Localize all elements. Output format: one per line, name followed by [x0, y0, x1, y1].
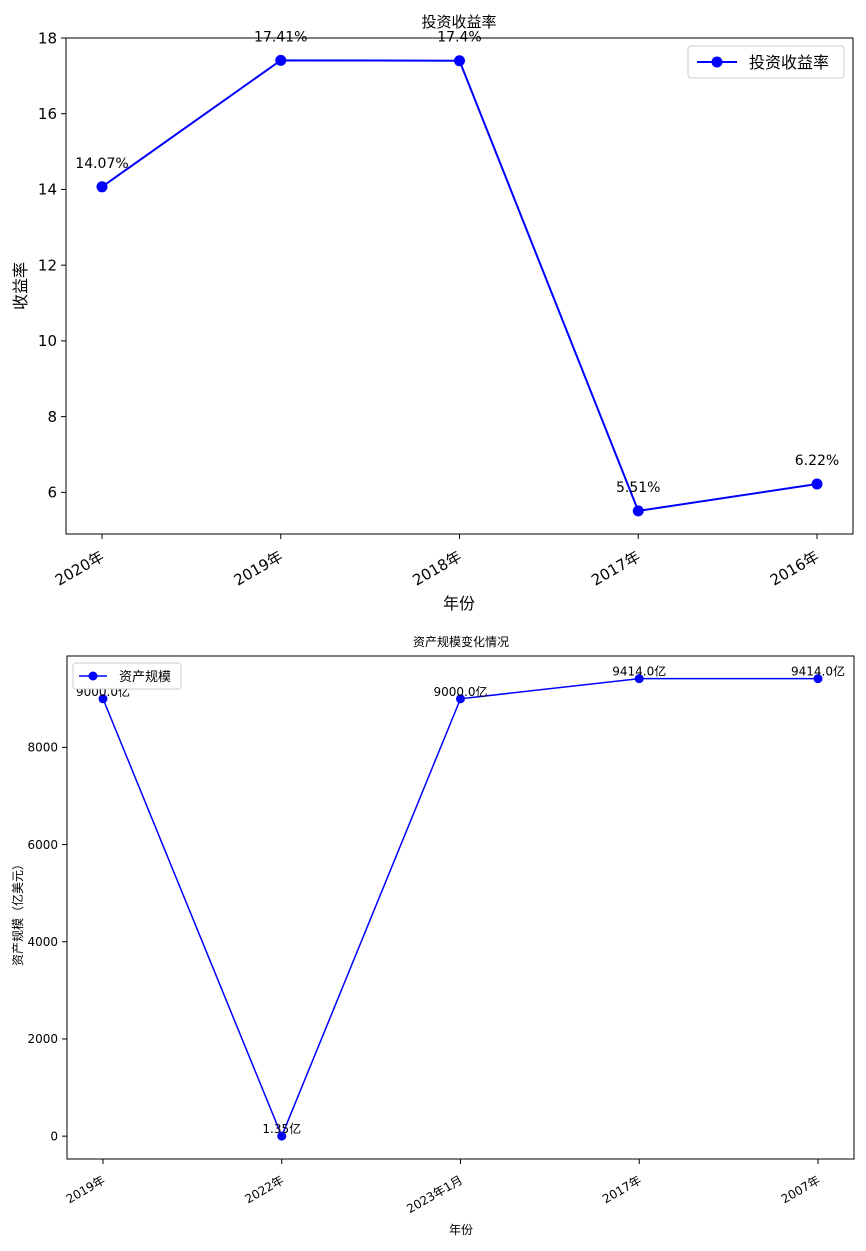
chart-2-legend-label: 资产规模 — [119, 670, 171, 685]
chart-1-data-label: 5.51% — [616, 480, 660, 496]
chart-2-y-tick-label: 4000 — [27, 935, 58, 949]
chart-1-data-point — [275, 54, 287, 66]
chart-1-y-tick-label: 14 — [38, 181, 57, 199]
chart-1-data-label: 17.41% — [254, 29, 307, 45]
chart-1-y-ticks: 6 8 10 12 14 16 18 — [38, 29, 66, 502]
chart-1-x-axis-label: 年份 — [443, 594, 475, 613]
chart-2-y-tick-label: 8000 — [27, 741, 58, 755]
chart-1-data-point — [632, 505, 644, 517]
chart-2-data-label: 1.35亿 — [262, 1121, 301, 1136]
chart-1-data-point — [454, 55, 465, 67]
chart-2-legend: 资产规模 — [72, 662, 182, 690]
chart-1-y-tick-label: 18 — [38, 29, 57, 47]
chart-1-data-labels: 14.07% 17.41% 17.4% 5.51% 6.22% — [75, 29, 839, 496]
chart-1-title: 投资收益率 — [421, 13, 496, 31]
chart-2-y-tick-label: 6000 — [27, 838, 58, 852]
chart-2-data-label: 9414.0亿 — [612, 664, 666, 679]
chart-2-y-tick-label: 0 — [50, 1129, 58, 1143]
chart-2-data-point — [634, 674, 644, 684]
chart-1-legend-label: 投资收益率 — [749, 53, 829, 72]
chart-2-data-point — [98, 694, 108, 704]
chart-2-y-axis-label: 资产规模（亿美元） — [10, 858, 25, 966]
chart-1-y-tick-label: 12 — [38, 256, 57, 274]
chart-2-y-ticks: 0 2000 4000 6000 8000 — [27, 741, 67, 1143]
chart-1-legend-box — [687, 45, 845, 79]
chart-1-y-tick-label: 8 — [47, 408, 57, 426]
chart-1-data-point — [96, 181, 108, 193]
chart-1-data-label: 14.07% — [75, 156, 128, 172]
chart-2-data-point — [277, 1131, 287, 1141]
chart-1-y-tick-label: 16 — [38, 105, 57, 123]
chart-2-y-tick-label: 2000 — [27, 1032, 58, 1046]
chart-2-data-point — [456, 694, 465, 704]
chart-1-data-point — [811, 478, 823, 490]
chart-1-data-label: 17.4% — [437, 30, 481, 46]
chart-2-data-label: 9000.0亿 — [434, 684, 488, 699]
chart-1-legend: 投资收益率 — [687, 45, 845, 79]
chart-2-title: 资产规模变化情况 — [413, 634, 509, 649]
chart-2-data-label: 9414.0亿 — [791, 664, 845, 679]
chart-2-series — [98, 674, 823, 1141]
chart-2-legend-box — [72, 662, 182, 690]
chart-2-x-axis-label: 年份 — [449, 1223, 473, 1237]
chart-1-data-label: 6.22% — [795, 453, 839, 469]
chart-2-legend-marker — [88, 671, 98, 681]
chart-1-y-tick-label: 10 — [38, 332, 57, 350]
chart-2-data-point — [813, 674, 823, 684]
chart-1-y-axis-label: 收益率 — [11, 262, 30, 310]
chart-1-legend-marker — [711, 56, 723, 68]
chart-1-y-tick-label: 6 — [47, 484, 57, 502]
chart-1-series — [96, 54, 823, 517]
